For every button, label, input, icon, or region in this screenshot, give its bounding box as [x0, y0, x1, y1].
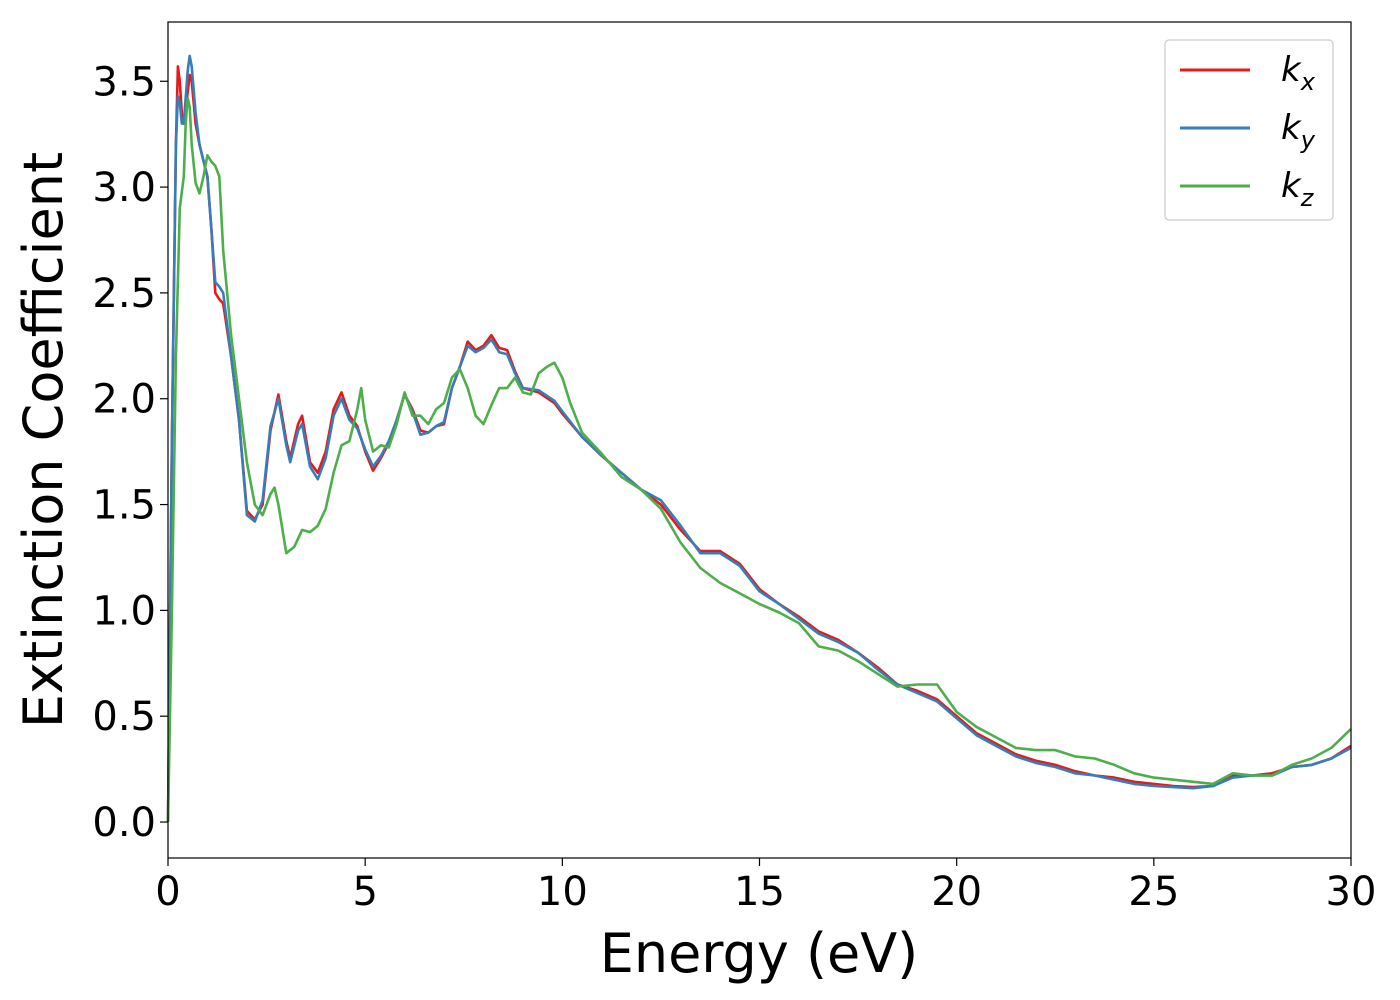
series-line-k-y	[166, 54, 1352, 823]
y-tick-label: 3.5	[92, 59, 156, 105]
plot-background	[168, 22, 1351, 858]
y-tick-label: 0.5	[92, 694, 156, 740]
x-tick-label: 30	[1326, 869, 1377, 915]
x-tick-label: 0	[155, 869, 180, 915]
x-tick-label: 25	[1128, 869, 1179, 915]
x-tick-label: 15	[734, 869, 785, 915]
series-line-k-z	[166, 96, 1352, 823]
legend-box	[1164, 39, 1334, 221]
y-tick-label: 2.0	[92, 377, 156, 423]
x-axis: 0 5 10 15 20 25 30	[155, 858, 1376, 915]
series-layer	[166, 54, 1352, 823]
y-tick-label: 2.5	[92, 271, 156, 317]
y-tick-label: 0.0	[92, 800, 156, 846]
x-tick-label: 5	[352, 869, 377, 915]
x-tick-label: 10	[537, 869, 588, 915]
y-axis: 0.0 0.5 1.0 1.5 2.0 2.5 3.0 3.5	[92, 59, 168, 846]
y-axis-label: Extinction Coefficient	[12, 152, 75, 728]
x-axis-label: Energy (eV)	[600, 922, 919, 985]
legend-label-y: ky	[1281, 108, 1316, 154]
y-tick-label: 1.0	[92, 588, 156, 634]
y-tick-label: 1.5	[92, 483, 156, 529]
y-tick-label: 3.0	[92, 165, 156, 211]
x-tick-label: 20	[931, 869, 982, 915]
